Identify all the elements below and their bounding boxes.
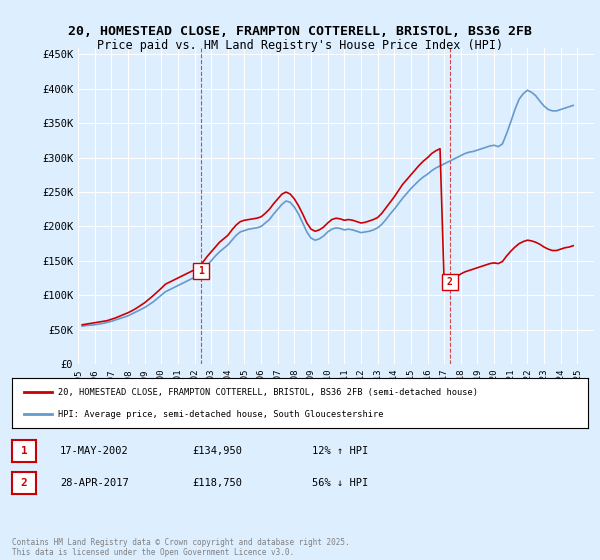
Text: 56% ↓ HPI: 56% ↓ HPI — [312, 478, 368, 488]
Text: £118,750: £118,750 — [192, 478, 242, 488]
Text: 1: 1 — [198, 266, 204, 276]
Text: 12% ↑ HPI: 12% ↑ HPI — [312, 446, 368, 456]
Text: 20, HOMESTEAD CLOSE, FRAMPTON COTTERELL, BRISTOL, BS36 2FB (semi-detached house): 20, HOMESTEAD CLOSE, FRAMPTON COTTERELL,… — [58, 388, 478, 396]
Text: 2: 2 — [20, 478, 28, 488]
Text: HPI: Average price, semi-detached house, South Gloucestershire: HPI: Average price, semi-detached house,… — [58, 410, 383, 419]
Text: Price paid vs. HM Land Registry's House Price Index (HPI): Price paid vs. HM Land Registry's House … — [97, 39, 503, 52]
Text: 28-APR-2017: 28-APR-2017 — [60, 478, 129, 488]
Text: 1: 1 — [20, 446, 28, 456]
Text: 17-MAY-2002: 17-MAY-2002 — [60, 446, 129, 456]
Text: 2: 2 — [447, 277, 452, 287]
Text: £134,950: £134,950 — [192, 446, 242, 456]
Text: Contains HM Land Registry data © Crown copyright and database right 2025.
This d: Contains HM Land Registry data © Crown c… — [12, 538, 350, 557]
Text: 20, HOMESTEAD CLOSE, FRAMPTON COTTERELL, BRISTOL, BS36 2FB: 20, HOMESTEAD CLOSE, FRAMPTON COTTERELL,… — [68, 25, 532, 38]
